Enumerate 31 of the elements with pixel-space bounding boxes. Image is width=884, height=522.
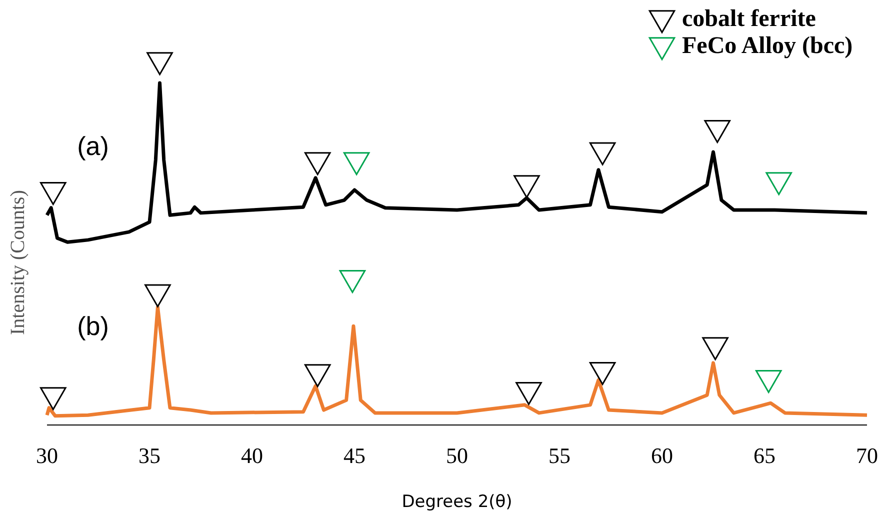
annotation: (b) <box>77 311 109 341</box>
point <box>40 182 66 206</box>
point <box>304 152 331 176</box>
x-tick-label: 55 <box>548 443 570 468</box>
x-tick-label: 35 <box>138 443 160 468</box>
point <box>40 387 66 410</box>
x-tick-label: 45 <box>344 443 366 468</box>
point <box>146 52 173 76</box>
point <box>702 337 728 360</box>
point <box>589 142 616 166</box>
point <box>516 382 542 406</box>
x-tick-label: 50 <box>446 443 468 468</box>
point <box>144 284 171 308</box>
legend-label: FeCo Alloy (bcc) <box>682 33 853 59</box>
x-tick-label: 40 <box>241 443 263 468</box>
x-tick-label: 65 <box>754 443 776 468</box>
legend-label: cobalt ferrite <box>682 6 816 32</box>
y-axis-title: Intensity (Counts) <box>7 190 29 335</box>
point <box>339 270 366 293</box>
point <box>704 120 730 143</box>
point <box>514 175 540 198</box>
x-axis-title: Degrees 2(θ) <box>402 492 512 512</box>
point <box>589 362 616 385</box>
x-tick-label: 70 <box>856 443 878 468</box>
point <box>304 364 331 388</box>
x-tick-label: 60 <box>651 443 673 468</box>
annotation: (a) <box>77 131 109 161</box>
point <box>755 370 782 393</box>
point <box>766 172 792 196</box>
x-tick-label: 30 <box>36 443 58 468</box>
point <box>343 152 370 176</box>
